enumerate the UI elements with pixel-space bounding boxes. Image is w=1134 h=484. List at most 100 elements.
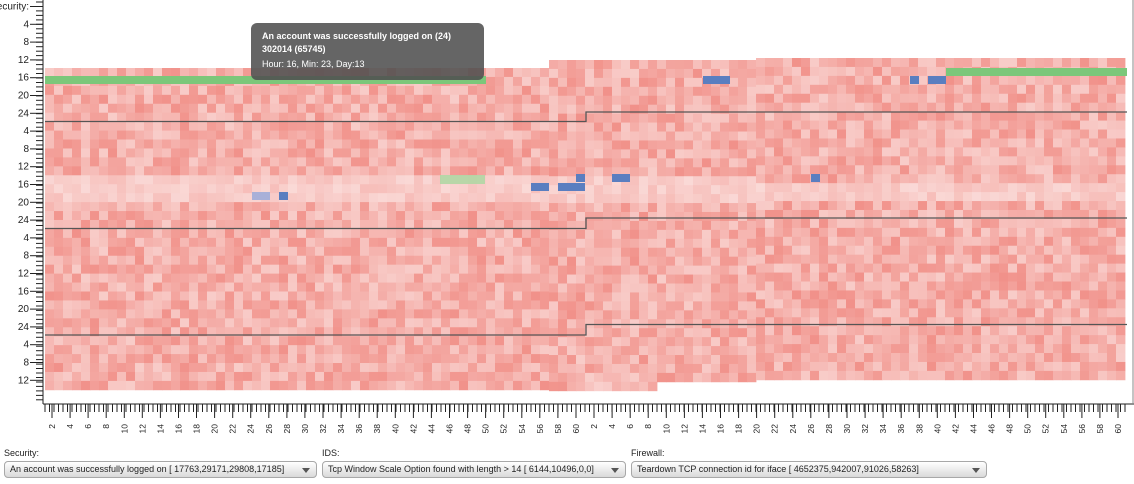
heatmap-cell[interactable]: [180, 327, 190, 337]
heatmap-cell[interactable]: [567, 247, 577, 258]
heatmap-cell[interactable]: [279, 219, 289, 230]
heatmap-cell[interactable]: [234, 264, 244, 275]
heatmap-cell[interactable]: [639, 122, 649, 132]
heatmap-cell[interactable]: [126, 112, 136, 123]
heatmap-cell[interactable]: [927, 263, 937, 273]
heatmap-cell[interactable]: [531, 354, 541, 364]
heatmap-cell[interactable]: [180, 264, 190, 275]
heatmap-cell[interactable]: [711, 113, 721, 123]
heatmap-cell[interactable]: [963, 370, 973, 381]
heatmap-cell[interactable]: [1089, 299, 1099, 309]
heatmap-cell[interactable]: [189, 309, 199, 319]
heatmap-cell[interactable]: [585, 256, 595, 267]
heatmap-cell[interactable]: [990, 370, 1000, 381]
heatmap-cell[interactable]: [378, 228, 388, 239]
heatmap-cell[interactable]: [972, 335, 982, 345]
heatmap-cell[interactable]: [495, 291, 505, 301]
heatmap-cell[interactable]: [342, 336, 352, 346]
heatmap-cell[interactable]: [531, 273, 541, 283]
heatmap-cell[interactable]: [1044, 192, 1054, 202]
heatmap-cell[interactable]: [936, 335, 946, 345]
heatmap-cell[interactable]: [504, 291, 514, 301]
heatmap-cell[interactable]: [594, 68, 604, 79]
heatmap-cell[interactable]: [1116, 147, 1126, 157]
heatmap-cell[interactable]: [450, 345, 460, 355]
heatmap-cell[interactable]: [837, 165, 847, 175]
heatmap-cell[interactable]: [1098, 183, 1108, 193]
heatmap-cell[interactable]: [99, 211, 109, 221]
heatmap-cell[interactable]: [1008, 120, 1018, 130]
heatmap-cell[interactable]: [594, 247, 604, 258]
heatmap-cell[interactable]: [189, 345, 199, 355]
heatmap-cell[interactable]: [441, 157, 451, 167]
heatmap-cell[interactable]: [954, 102, 964, 113]
heatmap-cell[interactable]: [693, 203, 703, 213]
heatmap-cell[interactable]: [1089, 218, 1099, 229]
heatmap-cell[interactable]: [81, 211, 91, 221]
heatmap-cell[interactable]: [909, 326, 919, 336]
heatmap-cell[interactable]: [1080, 236, 1090, 247]
heatmap-cell[interactable]: [810, 308, 820, 318]
heatmap-cell[interactable]: [612, 158, 622, 168]
heatmap-cell[interactable]: [747, 283, 757, 293]
heatmap-cell[interactable]: [1080, 361, 1090, 372]
heatmap-cell[interactable]: [504, 68, 514, 78]
heatmap-cell[interactable]: [423, 219, 433, 230]
heatmap-cell[interactable]: [414, 237, 424, 248]
heatmap-cell[interactable]: [243, 148, 253, 158]
heatmap-cell[interactable]: [1071, 201, 1081, 211]
heatmap-cell[interactable]: [1107, 165, 1117, 175]
heatmap-cell[interactable]: [1008, 111, 1018, 121]
heatmap-cell[interactable]: [207, 130, 217, 140]
heatmap-cell[interactable]: [495, 94, 505, 105]
heatmap-cell[interactable]: [1017, 218, 1027, 229]
heatmap-cell[interactable]: [396, 202, 406, 212]
heatmap-cell[interactable]: [360, 264, 370, 275]
heatmap-cell[interactable]: [783, 218, 793, 229]
heatmap-cell[interactable]: [882, 317, 892, 327]
heatmap-cell[interactable]: [387, 309, 397, 319]
heatmap-cell[interactable]: [216, 354, 226, 364]
heatmap-cell[interactable]: [1089, 93, 1099, 104]
heatmap-cell[interactable]: [1080, 58, 1090, 68]
heatmap-cell[interactable]: [684, 229, 694, 240]
heatmap-cell[interactable]: [1089, 165, 1099, 175]
heatmap-cell[interactable]: [117, 291, 127, 301]
heatmap-cell[interactable]: [738, 113, 748, 123]
heatmap-cell[interactable]: [522, 112, 532, 123]
heatmap-cell[interactable]: [153, 94, 163, 105]
heatmap-cell[interactable]: [729, 310, 739, 320]
heatmap-cell[interactable]: [477, 371, 487, 382]
heatmap-cell[interactable]: [162, 264, 172, 275]
heatmap-cell[interactable]: [531, 264, 541, 275]
heatmap-cell[interactable]: [387, 371, 397, 382]
heatmap-cell[interactable]: [1098, 111, 1108, 121]
heatmap-cell[interactable]: [198, 291, 208, 301]
heatmap-cell[interactable]: [387, 130, 397, 140]
heatmap-cell[interactable]: [486, 202, 496, 212]
heatmap-cell[interactable]: [909, 93, 919, 104]
heatmap-cell[interactable]: [432, 166, 442, 176]
heatmap-cell[interactable]: [351, 148, 361, 158]
heatmap-cell[interactable]: [810, 192, 820, 202]
heatmap-cell[interactable]: [756, 353, 766, 363]
heatmap-cell[interactable]: [576, 337, 586, 347]
heatmap-cell[interactable]: [1062, 201, 1072, 211]
heatmap-cell[interactable]: [756, 165, 766, 175]
heatmap-cell[interactable]: [972, 138, 982, 148]
heatmap-cell[interactable]: [297, 309, 307, 319]
heatmap-cell[interactable]: [450, 371, 460, 382]
heatmap-cell[interactable]: [801, 147, 811, 157]
heatmap-cell[interactable]: [846, 183, 856, 193]
heatmap-cell[interactable]: [252, 264, 262, 275]
heatmap-cell[interactable]: [864, 335, 874, 345]
heatmap-cell[interactable]: [261, 103, 271, 114]
heatmap-cell[interactable]: [1017, 361, 1027, 372]
heatmap-cell[interactable]: [675, 355, 685, 365]
heatmap-cell[interactable]: [945, 111, 955, 121]
heatmap-cell[interactable]: [189, 282, 199, 292]
heatmap-cell[interactable]: [405, 345, 415, 355]
heatmap-cell[interactable]: [675, 77, 685, 88]
heatmap-cell[interactable]: [54, 103, 64, 114]
heatmap-cell[interactable]: [441, 211, 451, 221]
